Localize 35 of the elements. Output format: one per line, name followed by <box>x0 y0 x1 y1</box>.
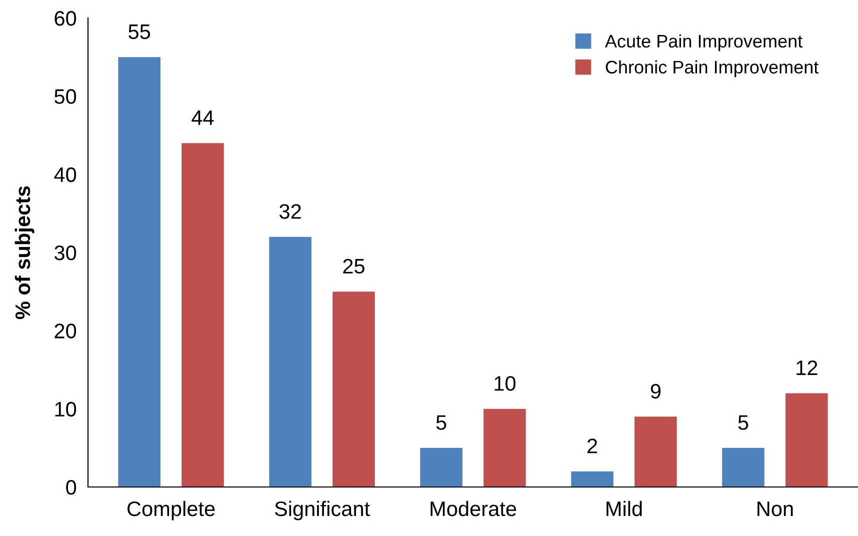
x-tick-label: Significant <box>274 500 370 520</box>
bar <box>332 292 375 487</box>
bar <box>269 236 312 487</box>
data-label: 55 <box>128 24 150 40</box>
data-label: 25 <box>343 258 364 274</box>
data-label: 32 <box>280 204 301 219</box>
data-label: 10 <box>494 376 516 391</box>
bar <box>182 143 224 487</box>
data-label: 9 <box>650 384 660 399</box>
y-tick-label: 20 <box>54 324 76 338</box>
x-tick-label: Non <box>758 502 793 516</box>
data-label: 5 <box>436 415 446 430</box>
bar <box>484 408 526 487</box>
bar <box>722 448 764 487</box>
x-tick-label: Moderate <box>430 500 516 516</box>
bar <box>786 393 828 487</box>
bar <box>634 416 677 487</box>
y-tick-label: 30 <box>54 246 76 260</box>
x-tick-label: Complete <box>128 500 215 520</box>
data-label: 5 <box>738 415 748 430</box>
bar <box>571 471 614 487</box>
data-label: 12 <box>796 360 818 375</box>
data-label: 2 <box>588 438 598 454</box>
bar <box>118 57 160 487</box>
y-tick-label: 10 <box>55 402 76 417</box>
bar <box>420 448 462 487</box>
y-axis-title: % of subjects <box>14 186 34 320</box>
x-tick-label: Mild <box>606 500 642 516</box>
data-label: 44 <box>192 110 214 125</box>
legend-label: Chronic Pain Improvement <box>606 60 819 78</box>
y-tick-label: 40 <box>54 167 76 182</box>
y-tick-label: 50 <box>54 89 76 104</box>
y-tick-label: 0 <box>66 480 76 495</box>
y-tick-label: 60 <box>54 11 76 26</box>
legend-label: Acute Pain Improvement <box>604 34 802 52</box>
